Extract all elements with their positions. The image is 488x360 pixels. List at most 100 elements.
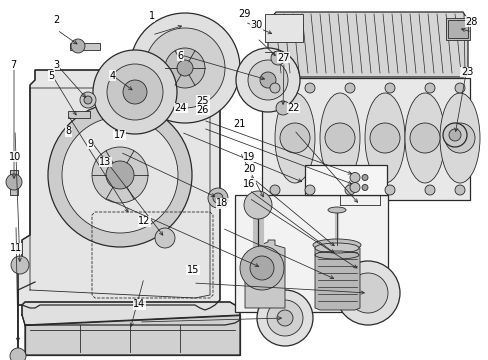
- Ellipse shape: [327, 207, 346, 213]
- Text: 27: 27: [277, 53, 289, 63]
- Circle shape: [207, 188, 227, 208]
- Text: 12: 12: [138, 216, 150, 226]
- Circle shape: [347, 273, 387, 313]
- Polygon shape: [267, 12, 467, 77]
- Text: 9: 9: [87, 139, 93, 149]
- Bar: [445, 18, 469, 40]
- Circle shape: [444, 123, 474, 153]
- Text: 8: 8: [65, 126, 71, 136]
- Ellipse shape: [364, 93, 404, 183]
- Circle shape: [335, 261, 399, 325]
- Text: 16: 16: [243, 179, 255, 189]
- Text: 21: 21: [233, 119, 245, 129]
- Bar: [68, 111, 90, 118]
- Circle shape: [6, 174, 22, 190]
- Circle shape: [409, 123, 439, 153]
- Circle shape: [305, 83, 314, 93]
- Circle shape: [244, 191, 271, 219]
- Bar: [235, 195, 387, 312]
- Circle shape: [106, 161, 134, 189]
- Text: 10: 10: [8, 152, 21, 162]
- Circle shape: [260, 72, 275, 88]
- Text: 5: 5: [48, 71, 54, 81]
- Text: 18: 18: [216, 198, 228, 208]
- Circle shape: [384, 185, 394, 195]
- Circle shape: [145, 28, 224, 108]
- Circle shape: [257, 290, 312, 346]
- Text: 23: 23: [460, 67, 472, 77]
- Circle shape: [345, 83, 354, 93]
- Circle shape: [361, 175, 367, 180]
- Circle shape: [269, 185, 280, 195]
- Text: 6: 6: [178, 51, 183, 61]
- Ellipse shape: [314, 243, 358, 253]
- Circle shape: [349, 183, 359, 193]
- Text: 4: 4: [109, 71, 115, 81]
- Text: 22: 22: [286, 103, 299, 113]
- Polygon shape: [18, 70, 220, 310]
- Circle shape: [130, 13, 240, 123]
- Circle shape: [164, 48, 204, 88]
- Circle shape: [11, 256, 29, 274]
- Circle shape: [424, 83, 434, 93]
- Circle shape: [48, 103, 192, 247]
- Circle shape: [213, 193, 223, 203]
- Polygon shape: [10, 170, 18, 195]
- Circle shape: [240, 246, 284, 290]
- Ellipse shape: [319, 93, 359, 183]
- Text: 14: 14: [133, 299, 145, 309]
- Text: 1: 1: [148, 11, 154, 21]
- Circle shape: [92, 147, 148, 203]
- Polygon shape: [25, 315, 240, 355]
- Circle shape: [276, 310, 292, 326]
- Circle shape: [266, 300, 303, 336]
- Circle shape: [123, 80, 147, 104]
- Circle shape: [93, 50, 177, 134]
- Circle shape: [454, 83, 464, 93]
- Circle shape: [10, 348, 26, 360]
- Text: 3: 3: [53, 60, 59, 70]
- Polygon shape: [244, 240, 285, 308]
- Circle shape: [454, 185, 464, 195]
- Text: 28: 28: [465, 17, 477, 27]
- Text: 29: 29: [238, 9, 250, 19]
- Circle shape: [80, 92, 96, 108]
- Circle shape: [62, 117, 178, 233]
- Polygon shape: [70, 43, 100, 50]
- Ellipse shape: [439, 93, 479, 183]
- Circle shape: [361, 184, 367, 190]
- Circle shape: [155, 228, 175, 248]
- Text: 15: 15: [186, 265, 199, 275]
- Circle shape: [442, 123, 466, 147]
- Circle shape: [247, 60, 287, 100]
- Circle shape: [236, 48, 299, 112]
- Circle shape: [249, 256, 273, 280]
- Text: 30: 30: [250, 20, 263, 30]
- Text: 11: 11: [9, 243, 22, 253]
- Circle shape: [107, 64, 163, 120]
- Text: 17: 17: [113, 130, 126, 140]
- Circle shape: [177, 60, 193, 76]
- Circle shape: [384, 83, 394, 93]
- Polygon shape: [314, 245, 359, 310]
- Ellipse shape: [274, 93, 314, 183]
- Circle shape: [71, 39, 85, 53]
- Text: 19: 19: [243, 152, 255, 162]
- Bar: [447, 20, 467, 38]
- Bar: [305, 165, 386, 195]
- Circle shape: [280, 123, 309, 153]
- Ellipse shape: [312, 239, 360, 251]
- Text: 25: 25: [196, 96, 209, 106]
- Circle shape: [369, 123, 399, 153]
- Circle shape: [349, 172, 359, 183]
- Text: 24: 24: [174, 103, 187, 113]
- Circle shape: [270, 51, 285, 65]
- Polygon shape: [262, 78, 469, 200]
- Circle shape: [345, 185, 354, 195]
- Circle shape: [84, 96, 92, 104]
- Text: 20: 20: [243, 164, 255, 174]
- Circle shape: [269, 83, 280, 93]
- Circle shape: [305, 185, 314, 195]
- Polygon shape: [22, 302, 240, 325]
- Circle shape: [424, 185, 434, 195]
